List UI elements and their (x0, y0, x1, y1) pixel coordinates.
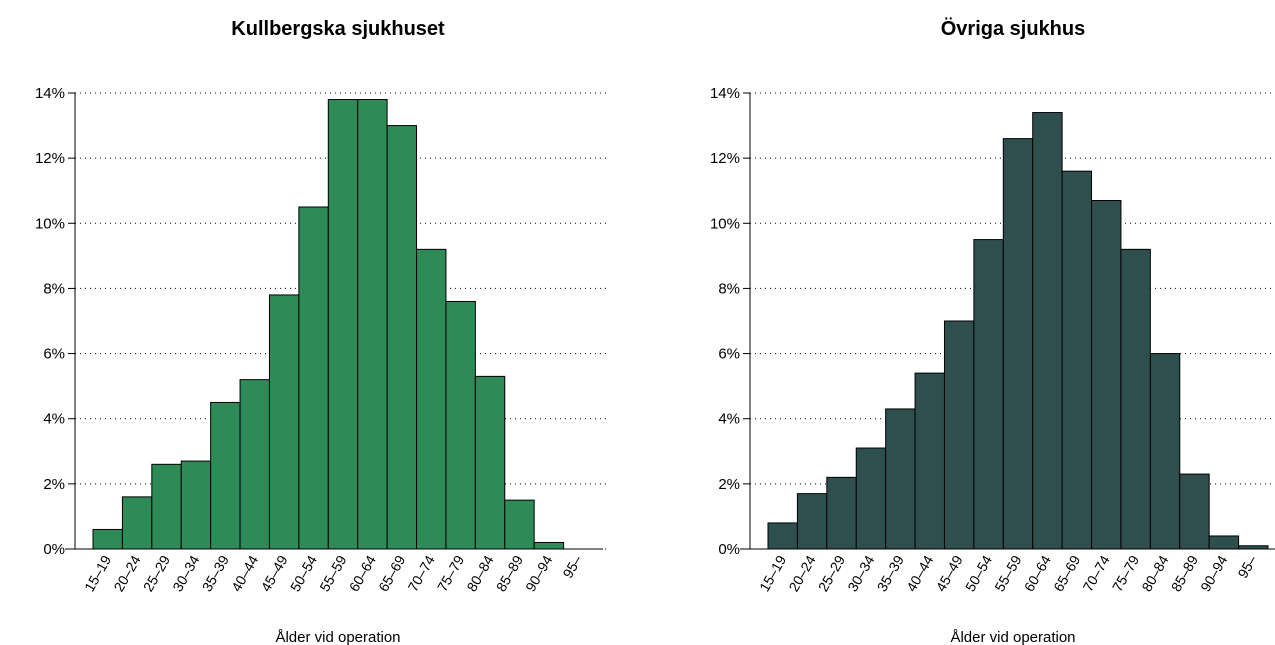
bar (885, 408, 916, 550)
chart-title: Kullbergska sjukhuset (231, 18, 445, 40)
x-tick-label: 65–69 (1050, 552, 1083, 594)
x-tick-label: 55–59 (991, 552, 1024, 594)
x-tick-label: 70–74 (1080, 552, 1113, 594)
bar (210, 401, 241, 550)
x-tick-label: 60–64 (1021, 552, 1054, 594)
bar (855, 447, 887, 550)
bar (796, 493, 828, 550)
chart-title: Övriga sjukhus (941, 17, 1086, 40)
x-axis-label: Ålder vid operation (275, 629, 400, 645)
x-tick-label: 85–89 (1168, 552, 1201, 594)
y-tick-label: 4% (43, 411, 65, 428)
x-tick-label: 80–84 (463, 552, 496, 594)
x-tick-label: 20–24 (785, 552, 818, 594)
bar (504, 499, 535, 550)
bar (914, 372, 945, 550)
bar (386, 125, 418, 550)
bar (239, 379, 270, 550)
x-tick-label: 75–79 (434, 552, 467, 594)
bar (445, 300, 476, 550)
x-tick-label: 40–44 (228, 552, 261, 594)
y-tick-label: 0% (718, 541, 740, 558)
x-tick-label: 20–24 (110, 552, 143, 594)
x-tick-label: 55–59 (316, 552, 349, 594)
y-tick-label: 6% (718, 346, 740, 363)
x-tick-label: 90–94 (522, 552, 555, 594)
y-tick-label: 10% (35, 215, 65, 232)
x-tick-label: 60–64 (346, 552, 379, 594)
x-tick-label: 75–79 (1109, 552, 1142, 594)
x-tick-label: 25–29 (140, 552, 173, 594)
x-tick-label: 50–54 (962, 552, 995, 594)
bar (1002, 138, 1034, 550)
y-tick-label: 8% (43, 280, 65, 297)
x-tick-label: 15–19 (756, 552, 789, 594)
bar (1238, 545, 1269, 550)
y-tick-label: 14% (35, 85, 65, 102)
x-tick-label: 35–39 (874, 552, 907, 594)
x-tick-label: 95– (1234, 552, 1260, 580)
bar (1032, 112, 1063, 550)
bar (826, 476, 857, 550)
bar (1061, 170, 1093, 550)
bar (533, 541, 565, 550)
bar (151, 463, 182, 550)
x-tick-label: 80–84 (1138, 552, 1171, 594)
bar (1208, 535, 1240, 550)
x-tick-label: 95– (559, 552, 585, 580)
x-tick-label: 50–54 (287, 552, 320, 594)
y-tick-label: 2% (43, 476, 65, 493)
x-tick-label: 15–19 (81, 552, 114, 594)
bar (180, 460, 212, 550)
bar (474, 375, 506, 550)
bar (298, 206, 329, 550)
x-tick-label: 90–94 (1197, 552, 1230, 594)
bar (327, 99, 359, 550)
x-tick-label: 85–89 (493, 552, 526, 594)
y-tick-label: 6% (43, 346, 65, 363)
bar (92, 528, 123, 550)
bar (1179, 473, 1210, 550)
bar (973, 239, 1004, 550)
bar (357, 99, 388, 550)
y-tick-label: 10% (710, 215, 740, 232)
x-tick-label: 25–29 (815, 552, 848, 594)
x-tick-label: 30–34 (169, 552, 202, 594)
bar (767, 522, 798, 550)
x-tick-label: 65–69 (375, 552, 408, 594)
bar (1149, 353, 1181, 550)
bar (121, 496, 153, 550)
y-tick-label: 4% (718, 411, 740, 428)
y-tick-label: 0% (43, 541, 65, 558)
x-tick-label: 35–39 (199, 552, 232, 594)
bar (1120, 248, 1151, 550)
x-axis-label: Ålder vid operation (950, 629, 1075, 645)
x-tick-label: 45–49 (932, 552, 965, 594)
x-tick-label: 45–49 (257, 552, 290, 594)
y-tick-label: 14% (710, 85, 740, 102)
bar (416, 248, 447, 550)
x-tick-label: 70–74 (405, 552, 438, 594)
x-tick-label: 30–34 (844, 552, 877, 594)
bar (1091, 199, 1122, 550)
x-tick-label: 40–44 (903, 552, 936, 594)
y-tick-label: 2% (718, 476, 740, 493)
bar (943, 320, 975, 550)
y-tick-label: 8% (718, 280, 740, 297)
y-tick-label: 12% (710, 150, 740, 167)
y-tick-label: 12% (35, 150, 65, 167)
bar (268, 294, 300, 550)
